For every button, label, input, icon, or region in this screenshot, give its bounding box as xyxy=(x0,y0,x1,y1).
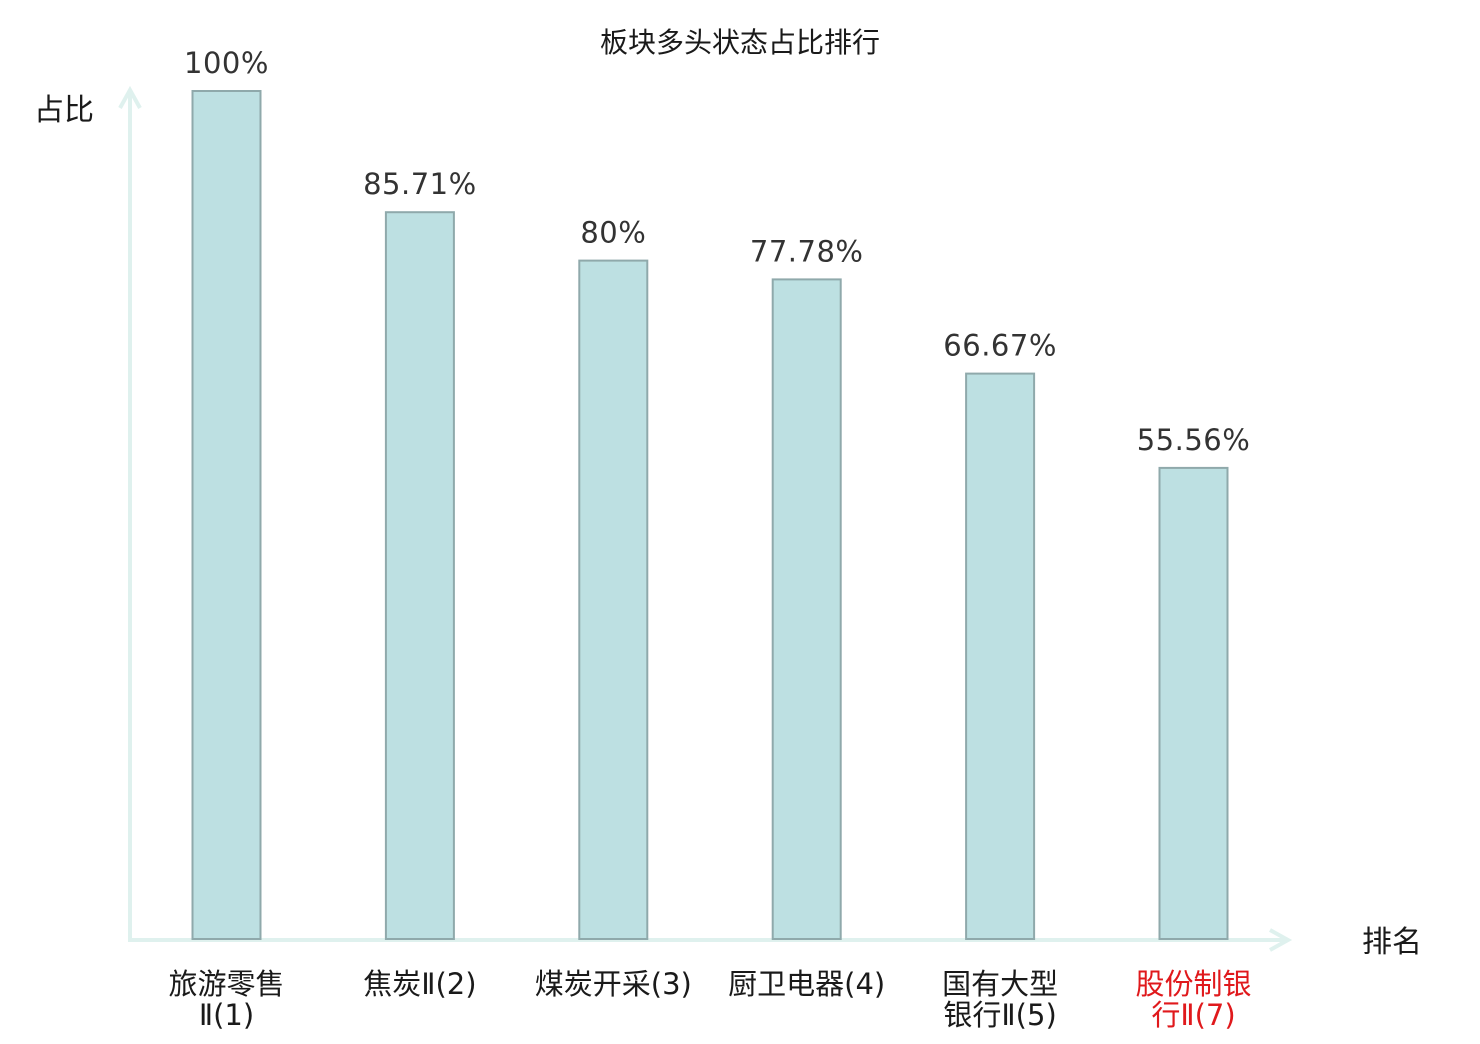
category-label: Ⅱ(1) xyxy=(199,998,254,1032)
bar xyxy=(191,90,262,940)
category-label: 行Ⅱ(7) xyxy=(1151,998,1235,1032)
bar xyxy=(578,259,649,941)
category-label: 银行Ⅱ(5) xyxy=(943,998,1056,1032)
y-axis-arrow-icon xyxy=(118,85,142,109)
bar xyxy=(384,211,455,940)
bar xyxy=(771,278,842,940)
value-label: 66.67% xyxy=(943,329,1057,363)
category-label: 旅游零售 xyxy=(168,967,284,1001)
category-label: 煤炭开采(3) xyxy=(535,967,692,1001)
x-axis-label: 排名 xyxy=(1362,925,1422,960)
bar xyxy=(965,372,1036,941)
value-label: 80% xyxy=(580,216,646,250)
x-axis-arrow-icon xyxy=(1269,928,1293,952)
category-label: 厨卫电器(4) xyxy=(728,967,885,1001)
bars xyxy=(191,90,1229,941)
value-label: 85.71% xyxy=(363,167,477,201)
chart-title: 板块多头状态占比排行 xyxy=(600,26,880,59)
value-label: 100% xyxy=(184,46,269,80)
axes xyxy=(118,85,1293,952)
category-label: 国有大型 xyxy=(942,967,1058,1001)
bar xyxy=(1158,466,1229,940)
category-label: 焦炭Ⅱ(2) xyxy=(363,967,476,1001)
category-label: 股份制银 xyxy=(1135,967,1251,1001)
value-label: 55.56% xyxy=(1137,423,1251,457)
y-axis-label: 占比 xyxy=(34,93,94,128)
value-labels: 100% 85.71% 80% 77.78% 66.67% 55.56% xyxy=(184,46,1250,457)
value-label: 77.78% xyxy=(750,234,864,268)
